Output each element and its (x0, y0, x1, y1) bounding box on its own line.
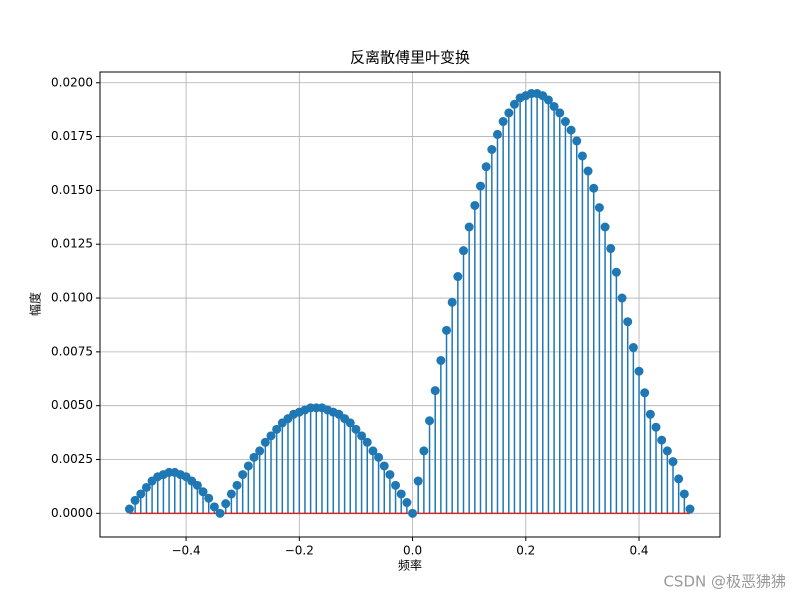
y-tick-label: 0.0150 (51, 183, 93, 197)
stem-marker (481, 162, 491, 172)
stem-marker (124, 504, 134, 514)
stem-marker (385, 470, 395, 480)
stem-marker (413, 476, 423, 486)
stem-marker (266, 431, 276, 441)
stem-marker (238, 470, 248, 480)
stem-marker (498, 117, 508, 127)
stem-marker (628, 343, 638, 353)
stem-marker (204, 493, 214, 503)
y-tick-label: 0.0175 (51, 129, 93, 143)
stem-marker (221, 499, 231, 509)
stem-marker (600, 222, 610, 232)
stem-marker (209, 502, 219, 512)
stem-marker (379, 461, 389, 471)
stem-marker (645, 409, 655, 419)
stem-marker (408, 508, 418, 518)
stem-marker (572, 136, 582, 146)
stem-marker (662, 446, 672, 456)
x-tick-label: −0.4 (171, 544, 200, 558)
stem-marker (475, 181, 485, 191)
x-axis-label: 频率 (398, 558, 422, 573)
stem-marker (594, 203, 604, 213)
y-axis-label: 幅度 (28, 292, 43, 316)
y-tick-label: 0.0025 (51, 452, 93, 466)
stem-marker (260, 437, 270, 447)
stem-marker (243, 461, 253, 471)
stem-marker (430, 386, 440, 396)
stem-marker (504, 108, 514, 118)
stem-marker (368, 446, 378, 456)
stem-marker (617, 293, 627, 303)
stem-marker (543, 95, 553, 105)
y-tick-label: 0.0200 (51, 75, 93, 89)
stem-marker (634, 366, 644, 376)
stem-marker (232, 480, 242, 490)
stem-marker (640, 388, 650, 398)
stem-marker (402, 498, 412, 508)
x-tick-label: 0.0 (403, 544, 422, 558)
stem-marker (470, 200, 480, 210)
stem-marker (141, 482, 151, 492)
y-tick-label: 0.0000 (51, 506, 93, 520)
x-tick-label: 0.2 (516, 544, 535, 558)
stem-marker (577, 151, 587, 161)
stem-marker (345, 418, 355, 428)
stem-marker (255, 446, 265, 456)
stem-marker (492, 129, 502, 139)
y-tick-label: 0.0050 (51, 398, 93, 412)
stem-marker (272, 424, 282, 434)
watermark: CSDN @极恶狒狒 (663, 573, 786, 591)
stem-marker (583, 166, 593, 176)
stem-marker (419, 446, 429, 456)
stem-marker (560, 117, 570, 127)
y-tick-label: 0.0075 (51, 344, 93, 358)
chart-title: 反离散傅里叶变换 (350, 49, 470, 67)
stem-marker (447, 297, 457, 307)
stem-marker (357, 431, 367, 441)
stem-marker (391, 480, 401, 490)
stem-marker (192, 480, 202, 490)
stem-marker (442, 325, 452, 335)
stem-marker (509, 99, 519, 109)
plot-frame (99, 71, 721, 538)
stem-marker (611, 267, 621, 277)
stem-marker (566, 125, 576, 135)
stem-marker (453, 272, 463, 282)
stem-marker (674, 474, 684, 484)
stem-marker (436, 355, 446, 365)
stem-marker (606, 244, 616, 254)
y-tick-label: 0.0125 (51, 237, 93, 251)
stem-marker (425, 416, 435, 426)
stem-marker (374, 452, 384, 462)
stem-marker (555, 108, 565, 118)
stem-marker (136, 489, 146, 499)
stem-marker (487, 145, 497, 154)
stem-marker (362, 437, 372, 447)
stem-marker (657, 435, 667, 445)
stem-marker (226, 489, 236, 499)
stem-marker (464, 222, 474, 232)
stem-marker (623, 317, 633, 327)
stem-marker (549, 101, 559, 111)
y-tick-label: 0.0100 (51, 291, 93, 305)
stem-marker (459, 246, 469, 256)
stem-marker (685, 504, 695, 514)
x-tick-label: 0.4 (629, 544, 648, 558)
stem-marker (351, 424, 361, 434)
stem-marker (589, 183, 599, 193)
x-tick-label: −0.2 (285, 544, 314, 558)
stem-marker (396, 489, 406, 499)
stem-marker (668, 457, 678, 467)
stem-marker (679, 489, 689, 499)
stem-marker (249, 452, 259, 462)
stem-marker (130, 495, 140, 505)
stem-marker (215, 508, 225, 518)
stem-marker (198, 487, 208, 497)
stem-marker (651, 422, 661, 432)
